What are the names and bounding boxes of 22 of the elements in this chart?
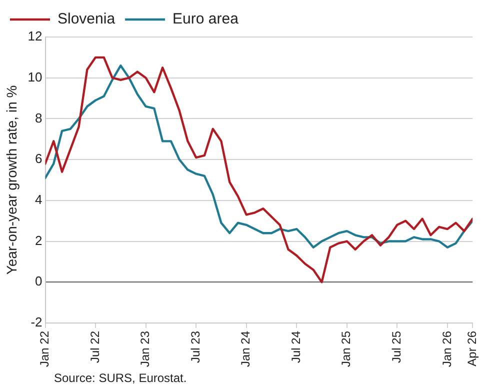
source-note: Source: SURS, Eurostat.	[54, 371, 187, 385]
y-tick-label: 6	[35, 151, 42, 166]
x-tick-label: Jul 24	[288, 330, 303, 363]
legend-label: Slovenia	[58, 10, 116, 28]
y-tick-label: 8	[35, 110, 42, 126]
y-tick-label: 10	[28, 69, 42, 84]
y-axis-title: Year-on-year growth rate, in %	[3, 85, 20, 275]
x-tick-label: Jan 23	[138, 330, 152, 367]
legend-label: Euro area	[172, 10, 240, 28]
y-tick-label: 2	[35, 232, 42, 248]
x-tick-label: Jul 23	[188, 330, 202, 363]
y-tick-label: 4	[35, 192, 42, 207]
x-tick-label: Jan 26	[440, 330, 454, 367]
y-tick-label: 0	[35, 274, 42, 289]
x-tick-label: Jul 22	[88, 330, 102, 363]
x-tick-label: Jul 25	[390, 330, 404, 363]
x-tick-label: Apr 26	[464, 330, 479, 366]
x-tick-label: Jan 22	[38, 330, 52, 367]
x-tick-label: Jan 24	[238, 330, 253, 367]
y-tick-label: 12	[28, 28, 42, 44]
y-tick-label: -2	[30, 314, 42, 330]
x-tick-label: Jan 25	[339, 330, 354, 367]
